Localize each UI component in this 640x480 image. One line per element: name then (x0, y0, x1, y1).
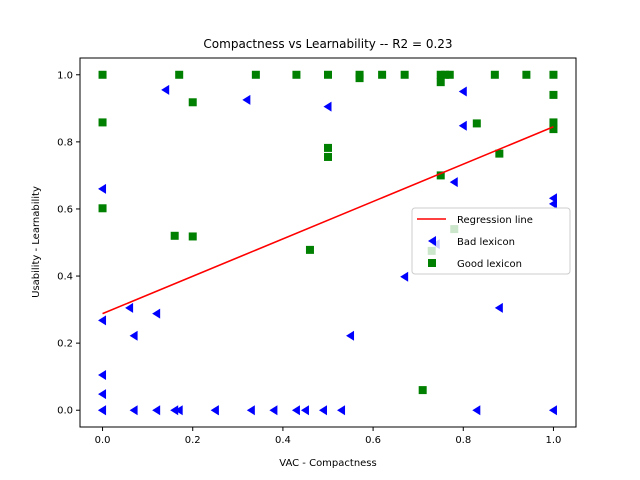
x-tick-label: 0.4 (275, 435, 291, 446)
y-tick-label: 0.4 (57, 272, 73, 283)
legend-label-regression: Regression line (457, 215, 533, 226)
bad-lexicon-point (548, 405, 557, 416)
legend-label-good-lexicon: Good lexicon (457, 259, 522, 270)
bad-lexicon-point (337, 405, 346, 416)
bad-lexicon-point (98, 389, 107, 400)
good-lexicon-point (522, 70, 531, 79)
good-lexicon-point (251, 70, 260, 79)
plot-frame (79, 57, 577, 428)
chart-title: Compactness vs Learnability -- R2 = 0.23 (203, 37, 452, 51)
good-lexicon-point (495, 149, 504, 158)
good-lexicon-point (305, 245, 314, 254)
bad-lexicon-point (98, 183, 107, 194)
bad-lexicon-point (449, 177, 458, 188)
legend-bad-lexicon-marker (428, 236, 436, 246)
y-tick-label: 0.8 (57, 137, 73, 148)
good-lexicon-point (98, 70, 107, 79)
bad-lexicon-point (98, 315, 107, 326)
good-lexicon-point (549, 90, 558, 99)
good-lexicon-point (292, 70, 301, 79)
good-lexicon-point (490, 70, 499, 79)
legend-box (411, 207, 571, 275)
bad-lexicon-point (494, 302, 503, 313)
good-lexicon-point (400, 70, 409, 79)
good-lexicon-point (98, 204, 107, 213)
bad-lexicon-point (210, 405, 219, 416)
bad-lexicon-point (242, 94, 251, 105)
good-lexicon-point (549, 70, 558, 79)
legend: Regression line Bad lexicon Good lexicon (411, 207, 571, 275)
x-tick-label: 0.0 (95, 435, 111, 446)
x-tick-label: 0.2 (185, 435, 201, 446)
good-lexicon-point (170, 231, 179, 240)
good-lexicon-point (472, 119, 481, 128)
bad-lexicon-point (152, 405, 161, 416)
x-tick-label: 1.0 (546, 435, 562, 446)
good-lexicon-point (324, 152, 332, 161)
good-lexicon-point (188, 98, 197, 107)
bad-lexicon-point (98, 370, 107, 381)
good-lexicon-point (418, 386, 427, 395)
good-lexicon-point (324, 70, 332, 79)
bad-lexicon-point (400, 271, 409, 282)
bad-lexicon-point (98, 405, 107, 416)
bad-lexicon-point (161, 84, 170, 95)
y-tick-label: 0.6 (57, 204, 73, 215)
good-lexicon-point (355, 74, 364, 83)
legend-good-lexicon-marker (428, 259, 436, 267)
good-lexicon-point (549, 118, 558, 127)
y-axis-label: Usability - Learnability (31, 186, 42, 298)
bad-lexicon-point (458, 120, 467, 131)
good-lexicon-point (324, 143, 332, 152)
legend-label-bad-lexicon: Bad lexicon (457, 237, 515, 248)
axes: 0.0 0.2 0.4 0.6 0.8 1.0 0.0 0.2 0.4 0.6 0.8 1.0 (57, 70, 561, 446)
bad-lexicon-point (346, 330, 355, 341)
good-lexicon-point (445, 70, 454, 79)
x-axis-label: VAC - Compactness (279, 458, 376, 469)
bad-lexicon-point (129, 405, 138, 416)
bad-lexicon-point (152, 308, 161, 319)
good-lexicon-point (549, 125, 558, 134)
bad-lexicon-point (291, 405, 300, 416)
bad-lexicon-point (548, 193, 557, 204)
regression-line (102, 126, 554, 315)
good-lexicon-point (436, 171, 445, 180)
good-lexicon-point (98, 118, 107, 127)
y-tick-label: 0.2 (57, 339, 73, 350)
y-tick-label: 0.0 (57, 406, 73, 417)
bad-lexicon-point (269, 405, 278, 416)
bad-lexicon-point (174, 405, 183, 416)
bad-lexicon-point (323, 101, 332, 112)
bad-lexicon-point (458, 86, 467, 97)
x-tick-label: 0.8 (455, 435, 471, 446)
bad-lexicon-point (129, 330, 138, 341)
good-lexicon-point (188, 232, 197, 241)
x-tick-label: 0.6 (365, 435, 381, 446)
good-lexicon-point (175, 70, 184, 79)
bad-lexicon-point (318, 405, 327, 416)
good-lexicon-point (441, 70, 450, 79)
good-lexicon-point (436, 70, 445, 79)
bad-lexicon-point (246, 405, 255, 416)
good-lexicon-point (436, 78, 445, 87)
bad-lexicon-point (472, 405, 481, 416)
good-lexicon-point (378, 70, 387, 79)
bad-lexicon-point (300, 405, 309, 416)
y-tick-label: 1.0 (57, 70, 73, 81)
bad-lexicon-point (170, 405, 179, 416)
bad-lexicon-point (125, 302, 134, 313)
